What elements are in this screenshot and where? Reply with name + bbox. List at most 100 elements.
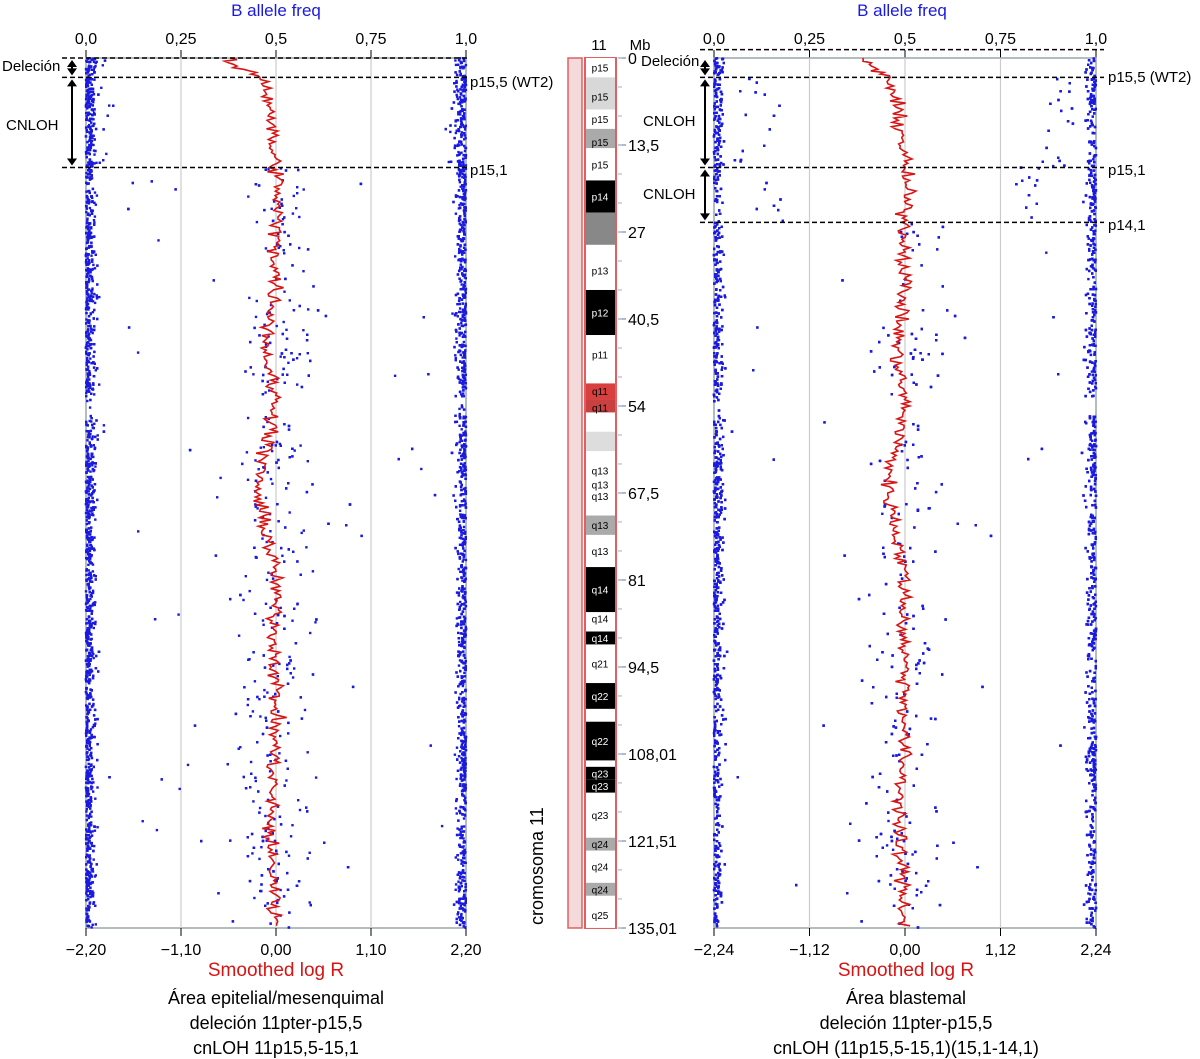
baf-point — [267, 168, 270, 171]
baf-point — [464, 786, 467, 790]
baf-point — [93, 328, 96, 332]
baf-point — [85, 601, 88, 605]
baf-point — [458, 616, 462, 619]
baf-point — [462, 753, 465, 756]
baf-point — [463, 296, 467, 299]
baf-point — [298, 353, 301, 356]
baf-point — [87, 573, 91, 576]
baf-point — [462, 340, 466, 344]
baf-point — [267, 868, 270, 871]
baf-point — [458, 888, 461, 891]
baf-point — [85, 363, 88, 366]
baf-point — [84, 98, 88, 101]
baf-point — [460, 105, 463, 108]
baf-point — [88, 627, 91, 631]
baf-point — [460, 644, 464, 648]
baf-point — [464, 737, 467, 740]
baf-point — [296, 560, 299, 563]
baf-point — [461, 552, 464, 556]
baf-point — [87, 88, 90, 92]
baf-point — [459, 288, 462, 291]
baf-point — [265, 719, 268, 722]
baf-point — [456, 315, 459, 318]
left-panel: B allele freq 0,0 0,25 0,5 0,75 1,0 −2,20 −1,… — [2, 1, 553, 1058]
baf-point — [461, 196, 464, 199]
baf-point — [457, 902, 461, 905]
baf-point — [461, 684, 465, 688]
baf-point — [90, 624, 93, 627]
baf-point — [270, 443, 274, 446]
baf-point — [266, 902, 269, 905]
baf-point — [86, 790, 90, 793]
baf-point — [91, 435, 94, 438]
baf-point — [458, 705, 461, 708]
baf-point — [452, 200, 455, 204]
baf-point — [458, 607, 461, 610]
baf-point — [89, 573, 92, 576]
baf-point — [90, 786, 94, 789]
baf-point — [88, 619, 91, 622]
baf-point — [90, 420, 93, 423]
baf-point — [85, 634, 88, 637]
baf-point — [212, 279, 215, 282]
baf-point — [460, 912, 463, 916]
baf-point — [89, 480, 92, 484]
baf-point — [462, 75, 465, 78]
baf-point — [85, 429, 88, 433]
baf-point — [87, 915, 90, 918]
baf-point — [461, 560, 464, 563]
baf-point — [193, 724, 197, 727]
baf-point — [295, 207, 298, 210]
baf-point — [460, 404, 464, 407]
baf-point — [88, 384, 92, 387]
baf-point — [291, 619, 294, 622]
baf-point — [459, 113, 462, 116]
baf-point — [86, 712, 89, 716]
baf-point — [455, 701, 459, 704]
baf-point — [86, 511, 90, 514]
baf-point — [290, 352, 293, 355]
baf-point — [463, 281, 466, 284]
baf-point — [87, 98, 90, 101]
baf-point — [85, 872, 88, 876]
baf-point — [457, 458, 460, 462]
baf-point — [462, 864, 465, 867]
baf-point — [461, 636, 464, 640]
baf-point — [91, 881, 94, 884]
baf-point — [246, 416, 250, 420]
baf-point — [88, 229, 91, 232]
baf-point — [459, 438, 462, 441]
baf-point — [84, 67, 88, 71]
baf-point — [90, 254, 93, 257]
baf-point — [85, 114, 88, 118]
baf-point — [461, 472, 464, 475]
baf-point — [463, 65, 466, 69]
baf-point — [88, 119, 91, 122]
baf-point — [459, 897, 463, 900]
baf-point — [85, 311, 88, 315]
baf-point — [458, 698, 461, 701]
baf-point — [281, 218, 285, 221]
baf-point — [264, 391, 267, 394]
baf-point — [85, 639, 88, 643]
baf-point — [271, 219, 275, 223]
baf-point — [460, 101, 464, 104]
baf-point — [462, 250, 465, 253]
baf-point — [464, 901, 467, 904]
baf-point — [303, 708, 307, 712]
baf-point — [86, 219, 89, 222]
baf-point — [459, 206, 462, 210]
baf-point — [458, 57, 461, 60]
baf-point — [460, 836, 463, 839]
baf-point — [283, 614, 286, 618]
baf-point — [87, 609, 90, 612]
baf-point — [281, 554, 284, 557]
baf-point — [464, 665, 467, 668]
baf-point — [93, 191, 97, 194]
baf-point — [454, 194, 458, 197]
baf-point — [464, 628, 468, 631]
baf-point — [88, 731, 92, 734]
baf-point — [458, 381, 461, 384]
baf-point — [287, 926, 291, 929]
baf-point — [93, 536, 96, 539]
